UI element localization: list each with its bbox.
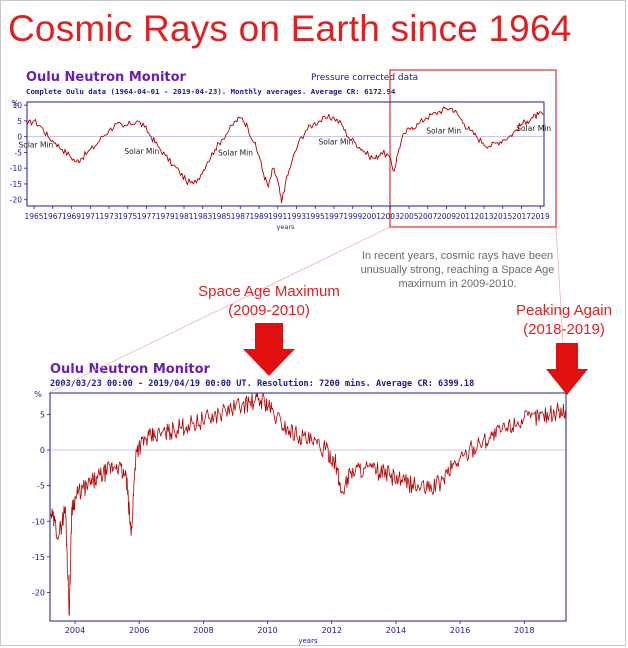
top-chart-x-tick-label: 1995 xyxy=(306,212,325,221)
bottom-chart-x-tick-label: 2012 xyxy=(322,626,342,635)
bottom-chart-x-tick-label: 2008 xyxy=(193,626,213,635)
top-chart-x-tick-label: 2001 xyxy=(362,212,381,221)
top-chart-y-tick-label: 5 xyxy=(17,117,22,126)
top-chart-x-tick-label: 1979 xyxy=(156,212,175,221)
top-chart-x-axis-label: years xyxy=(277,223,296,231)
top-chart-x-tick-label: 2013 xyxy=(474,212,493,221)
bottom-chart-y-tick-label: -5 xyxy=(37,482,45,491)
bottom-chart-subtitle: 2003/03/23 00:00 - 2019/04/19 00:00 UT. … xyxy=(50,379,475,389)
top-chart-y-tick-label: -15 xyxy=(10,180,22,189)
bottom-chart-x-tick-label: 2016 xyxy=(450,626,470,635)
top-chart-corner-note: Pressure corrected data xyxy=(311,73,419,83)
bottom-chart-x-tick-label: 2018 xyxy=(514,626,534,635)
bottom-chart-plot-frame xyxy=(49,392,567,622)
top-chart-x-tick-label: 2003 xyxy=(381,212,400,221)
top-chart-x-tick-label: 1973 xyxy=(99,212,118,221)
top-chart-x-tick-label: 1985 xyxy=(212,212,231,221)
peaking-arrow-icon xyxy=(546,343,588,395)
top-chart-x-tick-label: 2015 xyxy=(493,212,512,221)
top-chart-series-line xyxy=(27,106,544,204)
top-chart-x-tick-label: 1991 xyxy=(268,212,287,221)
top-chart-x-tick-label: 2009 xyxy=(437,212,456,221)
bottom-chart-x-tick-label: 2014 xyxy=(386,626,406,635)
top-chart-x-tick-label: 2005 xyxy=(399,212,418,221)
top-chart-x-tick-label: 1969 xyxy=(62,212,81,221)
top-chart: 10 5 0 -5 -10 -15 -20% 1965 1967 1969 1971 1973 1975… xyxy=(10,99,552,231)
peaking-callout: Peaking Again (2018-2019) xyxy=(505,301,623,339)
bottom-chart-y-axis-label: % xyxy=(34,390,42,399)
top-chart-x-tick-label: 2017 xyxy=(512,212,531,221)
peaking-callout-line1: Peaking Again xyxy=(516,302,612,319)
recent-years-note: In recent years, cosmic rays have been u… xyxy=(360,250,555,290)
top-chart-annotation-solar-min: Solar Min xyxy=(318,138,353,147)
bottom-chart-x-tick-label: 2004 xyxy=(65,626,85,635)
top-chart-x-tick-label: 1993 xyxy=(287,212,306,221)
top-chart-x-tick-label: 1975 xyxy=(118,212,137,221)
top-chart-annotation-solar-min: Solar Min xyxy=(426,127,461,136)
peaking-callout-line2: (2018-2019) xyxy=(523,321,605,338)
top-chart-subtitle: Complete Oulu data (1964-04-01 - 2019-04… xyxy=(26,87,396,96)
top-chart-x-tick-label: 1997 xyxy=(324,212,343,221)
bottom-chart-y-tick-label: 0 xyxy=(40,446,45,455)
top-chart-x-tick-label: 1965 xyxy=(24,212,43,221)
top-chart-x-tick-label: 1983 xyxy=(193,212,212,221)
bottom-chart-x-tick-label: 2010 xyxy=(257,626,277,635)
top-chart-annotation-solar-min: Solar Min xyxy=(124,147,159,156)
main-heading: Cosmic Rays on Earth since 1964 xyxy=(8,8,572,49)
bottom-chart: 5 0 -5 -10 -15 -20% 2004 2006 2008 2010 2012 2014 20… xyxy=(32,390,567,645)
zoom-connector-left xyxy=(49,226,391,393)
space-age-arrow-icon xyxy=(243,323,295,376)
top-chart-annotation-solar-min: Solar Min xyxy=(516,124,551,133)
top-chart-x-tick-label: 2011 xyxy=(456,212,475,221)
top-chart-y-axis-label: % xyxy=(11,99,18,108)
top-chart-x-tick-label: 1981 xyxy=(174,212,193,221)
top-chart-x-tick-label: 1989 xyxy=(249,212,268,221)
top-chart-x-tick-label: 2007 xyxy=(418,212,437,221)
top-chart-x-tick-label: 2019 xyxy=(531,212,550,221)
bottom-chart-y-tick-label: 5 xyxy=(40,410,45,419)
top-chart-plot-frame xyxy=(26,101,545,207)
bottom-chart-series-line xyxy=(50,393,566,616)
top-chart-y-tick-label: -10 xyxy=(10,164,22,173)
top-chart-annotation-solar-min: Solar Min xyxy=(18,141,53,150)
top-chart-x-tick-label: 1971 xyxy=(81,212,100,221)
space-age-callout-line1: Space Age Maximum xyxy=(198,283,340,300)
bottom-chart-y-tick-label: -10 xyxy=(32,517,45,526)
top-chart-y-tick-label: -20 xyxy=(10,196,22,205)
top-chart-y-tick-label: 0 xyxy=(17,133,22,142)
bottom-chart-y-tick-label: -15 xyxy=(32,553,45,562)
bottom-chart-x-tick-label: 2006 xyxy=(129,626,149,635)
top-chart-y-tick-label: 10 xyxy=(12,101,22,110)
top-chart-x-tick-label: 1999 xyxy=(343,212,362,221)
top-chart-y-tick-label: -5 xyxy=(15,148,23,157)
bottom-chart-y-tick-label: -20 xyxy=(32,589,45,598)
zoom-highlight-box xyxy=(389,69,557,228)
top-chart-x-tick-label: 1967 xyxy=(43,212,62,221)
top-chart-x-tick-label: 1987 xyxy=(231,212,250,221)
bottom-chart-title: Oulu Neutron Monitor xyxy=(50,362,210,377)
bottom-chart-x-axis-label: years xyxy=(298,637,318,645)
top-chart-title: Oulu Neutron Monitor xyxy=(26,70,186,85)
space-age-callout: Space Age Maximum (2009-2010) xyxy=(194,282,344,320)
top-chart-annotation-solar-min: Solar Min xyxy=(218,149,253,158)
top-chart-x-tick-label: 1977 xyxy=(137,212,156,221)
space-age-callout-line2: (2009-2010) xyxy=(228,302,310,319)
